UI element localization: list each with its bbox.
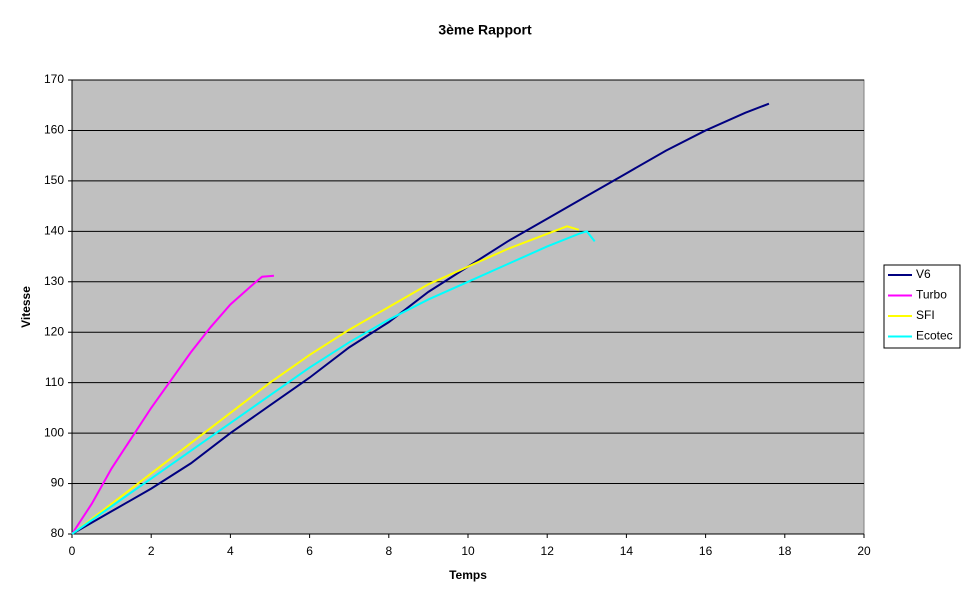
legend-label: Turbo (916, 288, 947, 302)
x-tick-label: 18 (778, 544, 792, 558)
y-tick-label: 80 (51, 526, 65, 540)
series-line (71, 274, 275, 535)
x-tick-label: 4 (227, 544, 234, 558)
y-tick-label: 100 (44, 425, 64, 439)
x-tick-label: 8 (385, 544, 392, 558)
y-tick-label: 90 (51, 476, 65, 490)
x-tick-label: 6 (306, 544, 313, 558)
series-line (71, 102, 770, 535)
legend-label: SFI (916, 308, 935, 322)
legend-label: Ecotec (916, 329, 953, 343)
x-axis-label: Temps (449, 568, 487, 582)
y-tick-label: 130 (44, 274, 64, 288)
y-axis-label: Vitesse (19, 286, 33, 328)
x-tick-label: 2 (148, 544, 155, 558)
x-tick-label: 20 (857, 544, 871, 558)
y-tick-label: 120 (44, 324, 64, 338)
legend-label: V6 (916, 267, 931, 281)
x-tick-label: 12 (541, 544, 555, 558)
chart-title: 3ème Rapport (438, 22, 532, 38)
y-tick-label: 110 (45, 375, 64, 389)
y-tick-label: 150 (44, 173, 64, 187)
series-line (71, 230, 596, 535)
series-line (71, 225, 580, 535)
y-tick-label: 140 (44, 224, 64, 238)
x-tick-label: 10 (461, 544, 475, 558)
plot-area (71, 79, 865, 535)
x-tick-label: 14 (620, 544, 634, 558)
legend (883, 264, 961, 349)
y-tick-label: 170 (44, 72, 64, 86)
x-tick-label: 0 (69, 544, 76, 558)
x-tick-label: 16 (699, 544, 713, 558)
y-tick-label: 160 (44, 123, 64, 137)
